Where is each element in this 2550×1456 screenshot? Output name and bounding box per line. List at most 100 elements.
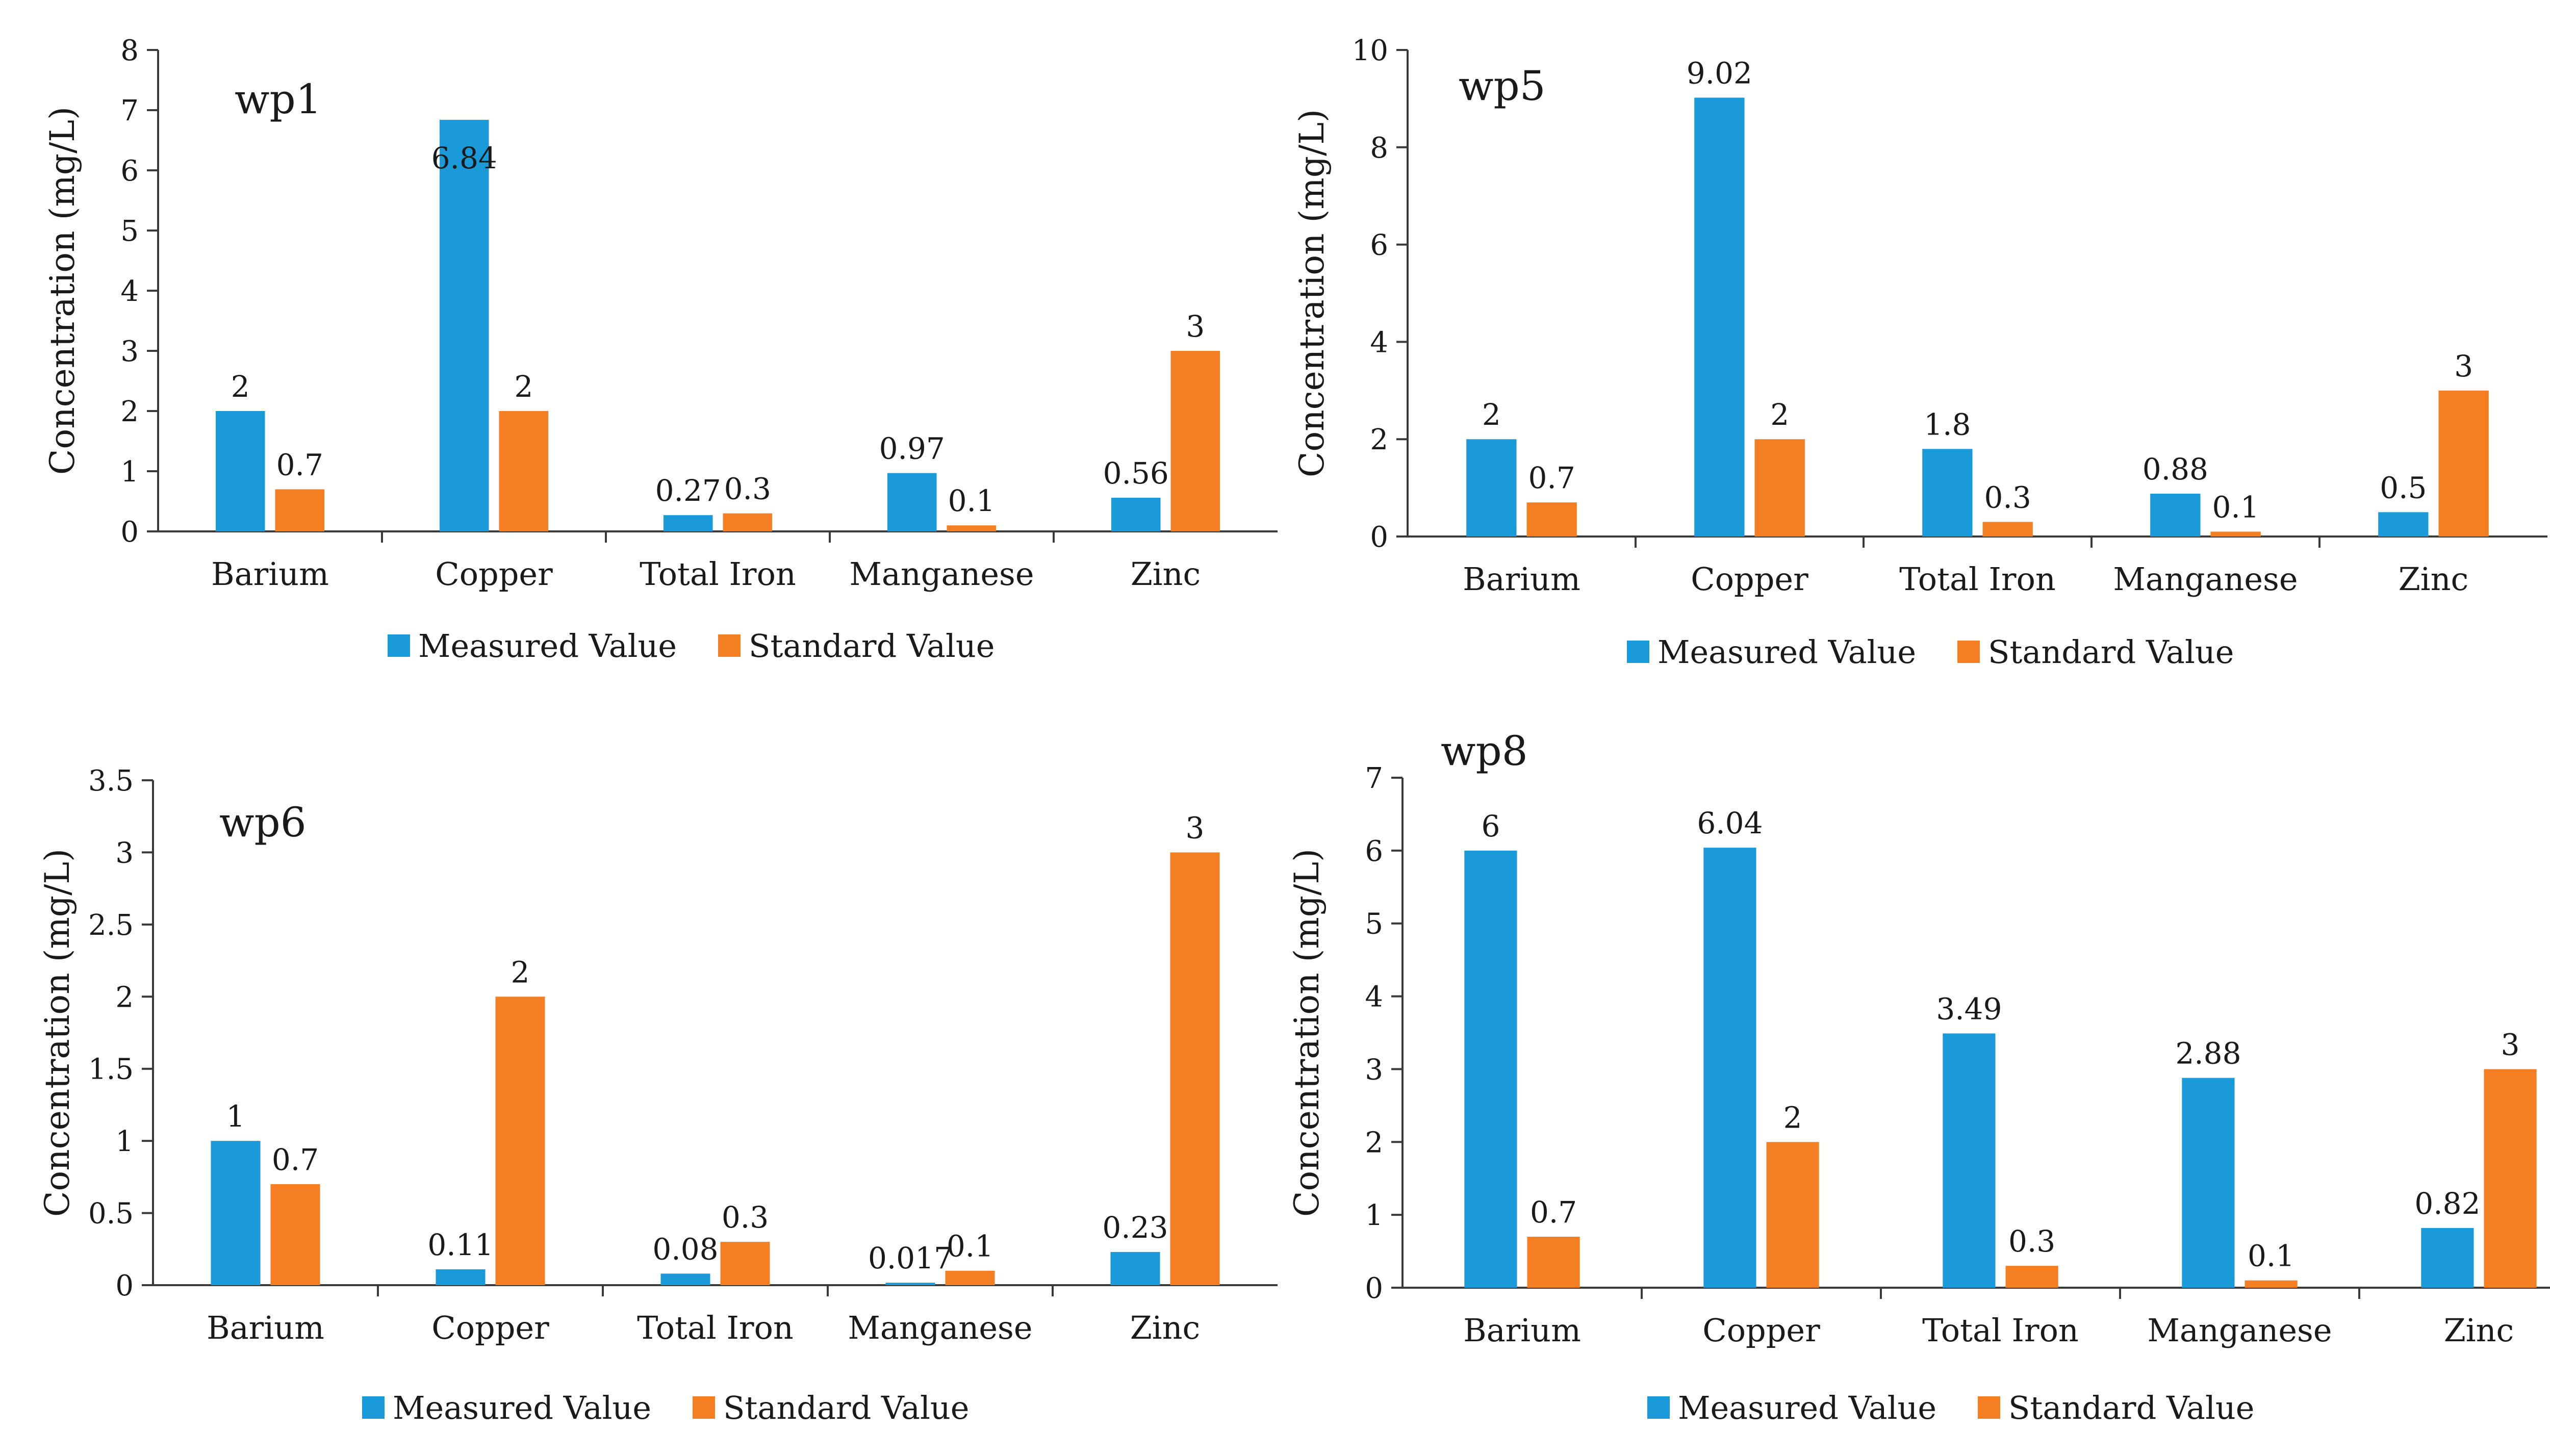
y-tick-label: 5 bbox=[1365, 908, 1383, 941]
measured-bar-copper bbox=[1703, 848, 1756, 1288]
data-label: 2.88 bbox=[2175, 1036, 2241, 1071]
chart-panel-wp6: 0 0.5 1 1.5 2 2.5 3 3.5 Concentration (mg/L) wp6 B… bbox=[38, 764, 1278, 1426]
y-axis-label: Concentration (mg/L) bbox=[38, 849, 77, 1217]
legend-swatch bbox=[718, 634, 741, 657]
standard-bar-total-iron bbox=[2005, 1266, 2058, 1288]
y-tick-label: 0 bbox=[115, 1269, 134, 1302]
legend-label: Standard Value bbox=[749, 627, 994, 665]
data-label: 0.11 bbox=[427, 1228, 493, 1262]
data-label: 0.7 bbox=[276, 447, 323, 482]
category-label: Barium bbox=[1463, 1312, 1581, 1349]
data-label: 2 bbox=[514, 369, 533, 404]
legend-label: Measured Value bbox=[418, 627, 677, 665]
category-label: Zinc bbox=[1131, 555, 1201, 593]
measured-bar-total-iron bbox=[1922, 449, 1973, 537]
category-label: Copper bbox=[435, 555, 553, 593]
y-tick-label: 2 bbox=[1365, 1126, 1383, 1159]
y-axis-label: Concentration (mg/L) bbox=[1292, 109, 1332, 477]
data-label: 0.1 bbox=[947, 1229, 993, 1264]
legend: Measured Value Standard Value bbox=[388, 627, 994, 665]
standard-bar-manganese bbox=[2210, 531, 2261, 537]
data-label: 0.1 bbox=[948, 483, 995, 518]
legend: Measured Value Standard Value bbox=[1647, 1389, 2254, 1426]
y-tick-label: 6 bbox=[1365, 835, 1383, 868]
data-label: 0.97 bbox=[879, 431, 945, 466]
data-label: 1 bbox=[226, 1099, 245, 1134]
panel-title: wp5 bbox=[1459, 62, 1546, 110]
data-label: 0.3 bbox=[724, 472, 771, 506]
y-tick-label: 0 bbox=[1365, 1272, 1383, 1305]
legend-label: Standard Value bbox=[1988, 633, 2234, 671]
y-tick-label: 4 bbox=[1365, 981, 1383, 1014]
data-label: 2 bbox=[511, 955, 530, 989]
y-axis-label: Concentration (mg/L) bbox=[43, 107, 82, 475]
data-label: 1.8 bbox=[1924, 407, 1971, 442]
y-tick-label: 6 bbox=[120, 155, 139, 188]
data-label: 0.5 bbox=[2380, 470, 2427, 505]
y-tick-label: 3 bbox=[1365, 1053, 1383, 1086]
standard-bar-total-iron bbox=[723, 513, 773, 531]
y-tick-label: 4 bbox=[1370, 326, 1388, 359]
measured-bar-zinc bbox=[1111, 497, 1161, 531]
standard-bar-total-iron bbox=[720, 1242, 770, 1285]
y-tick-label: 7 bbox=[1365, 762, 1383, 795]
data-label: 0.3 bbox=[2008, 1224, 2055, 1259]
data-label: 2 bbox=[1770, 397, 1789, 432]
chart-panel-wp5: 0 2 4 6 8 10 Concentration (mg/L) wp5 Barium 2 0.7… bbox=[1292, 34, 2547, 671]
legend: Measured Value Standard Value bbox=[1627, 633, 2234, 671]
standard-bar-barium bbox=[275, 489, 325, 531]
legend-swatch bbox=[388, 634, 410, 657]
data-label: 0.82 bbox=[2414, 1186, 2480, 1221]
category-label: Total Iron bbox=[637, 1309, 794, 1346]
measured-bar-manganese bbox=[885, 1283, 935, 1285]
category-label: Copper bbox=[431, 1309, 549, 1346]
legend-swatch bbox=[1957, 641, 1980, 663]
legend-label: Standard Value bbox=[2008, 1389, 2254, 1426]
measured-bar-barium bbox=[215, 411, 265, 531]
standard-bar-manganese bbox=[945, 1270, 995, 1285]
y-tick-label: 3 bbox=[120, 335, 139, 368]
y-tick-label: 3 bbox=[115, 836, 134, 870]
legend-swatch bbox=[1647, 1396, 1670, 1419]
standard-bar-copper bbox=[1766, 1142, 1819, 1288]
legend-swatch bbox=[1627, 641, 1649, 663]
data-label: 0.1 bbox=[2248, 1239, 2294, 1273]
data-label: 0.7 bbox=[1528, 461, 1575, 495]
standard-bar-copper bbox=[499, 411, 549, 531]
data-label: 0.1 bbox=[2212, 490, 2259, 524]
y-tick-label: 5 bbox=[120, 215, 139, 248]
measured-bar-barium bbox=[1466, 439, 1517, 537]
y-tick-label: 2 bbox=[1370, 423, 1388, 456]
y-tick-label: 1 bbox=[115, 1125, 134, 1158]
category-label: Total Iron bbox=[1899, 560, 2056, 598]
legend-label: Measured Value bbox=[1658, 633, 1916, 671]
category-label: Barium bbox=[207, 1309, 324, 1346]
data-label: 6.84 bbox=[431, 141, 497, 175]
measured-bar-barium bbox=[1464, 850, 1517, 1288]
standard-bar-zinc bbox=[2484, 1069, 2537, 1288]
standard-bar-barium bbox=[270, 1184, 320, 1285]
panel-title: wp1 bbox=[235, 75, 322, 123]
measured-bar-manganese bbox=[2182, 1078, 2235, 1288]
category-label: Barium bbox=[1463, 560, 1580, 598]
legend-swatch bbox=[362, 1396, 385, 1419]
data-label: 3 bbox=[1186, 309, 1205, 344]
y-tick-label: 10 bbox=[1352, 34, 1388, 67]
data-label: 0.56 bbox=[1103, 456, 1169, 491]
data-label: 0.23 bbox=[1102, 1210, 1168, 1245]
data-label: 2 bbox=[231, 369, 250, 404]
measured-bar-zinc bbox=[2421, 1228, 2474, 1288]
legend-swatch bbox=[1978, 1396, 2000, 1419]
standard-bar-copper bbox=[495, 997, 545, 1285]
chart-panel-wp8: 0 1 2 3 4 5 6 7 Concentration (mg/L) wp8 Barium 6 0.… bbox=[1287, 727, 2550, 1426]
y-tick-label: 6 bbox=[1370, 229, 1388, 262]
category-label: Zinc bbox=[1130, 1309, 1201, 1346]
measured-bar-copper bbox=[436, 1269, 486, 1285]
standard-bar-manganese bbox=[947, 525, 997, 531]
data-label: 9.02 bbox=[1687, 56, 1752, 90]
y-tick-label: 1 bbox=[120, 455, 139, 489]
measured-bar-copper bbox=[439, 119, 489, 531]
data-label: 3.49 bbox=[1936, 991, 2002, 1026]
